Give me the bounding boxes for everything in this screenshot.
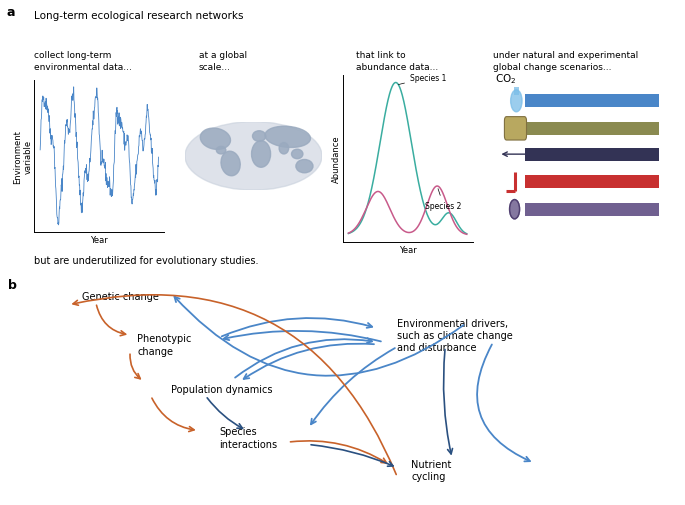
Ellipse shape bbox=[221, 152, 240, 176]
Text: under natural and experimental
global change scenarios...: under natural and experimental global ch… bbox=[493, 51, 638, 72]
Bar bbox=[525, 95, 659, 108]
Y-axis label: Abundance: Abundance bbox=[332, 135, 341, 183]
Bar bbox=[525, 176, 659, 189]
Text: Species
interactions: Species interactions bbox=[219, 426, 277, 449]
Ellipse shape bbox=[251, 141, 271, 168]
Text: at a global
scale...: at a global scale... bbox=[199, 51, 247, 72]
Text: Nutrient
cycling: Nutrient cycling bbox=[411, 459, 451, 481]
Text: Species 1: Species 1 bbox=[399, 74, 447, 85]
Bar bbox=[514, 88, 519, 95]
Text: $\mathregular{CO_2}$: $\mathregular{CO_2}$ bbox=[495, 72, 516, 86]
Text: b: b bbox=[8, 278, 17, 291]
Ellipse shape bbox=[296, 160, 313, 173]
Ellipse shape bbox=[200, 129, 230, 150]
Y-axis label: Environment
variable: Environment variable bbox=[13, 130, 33, 183]
Ellipse shape bbox=[292, 150, 303, 160]
Ellipse shape bbox=[185, 122, 322, 191]
Ellipse shape bbox=[216, 147, 226, 155]
Text: Environmental drivers,
such as climate change
and disturbance: Environmental drivers, such as climate c… bbox=[397, 318, 513, 353]
Bar bbox=[525, 123, 659, 136]
Text: Long-term ecological research networks: Long-term ecological research networks bbox=[34, 11, 244, 21]
Text: Population dynamics: Population dynamics bbox=[171, 384, 273, 394]
Text: Species 2: Species 2 bbox=[425, 189, 462, 211]
X-axis label: Year: Year bbox=[90, 235, 108, 244]
Ellipse shape bbox=[253, 131, 266, 142]
Text: Genetic change: Genetic change bbox=[82, 291, 159, 301]
Ellipse shape bbox=[265, 127, 310, 148]
Text: that link to
abundance data...: that link to abundance data... bbox=[356, 51, 438, 72]
Circle shape bbox=[510, 90, 522, 113]
Bar bbox=[525, 203, 659, 216]
Text: a: a bbox=[7, 6, 15, 19]
Text: but are underutilized for evolutionary studies.: but are underutilized for evolutionary s… bbox=[34, 256, 259, 266]
Text: collect long-term
environmental data...: collect long-term environmental data... bbox=[34, 51, 132, 72]
FancyBboxPatch shape bbox=[504, 117, 527, 141]
Text: Phenotypic
change: Phenotypic change bbox=[137, 333, 191, 356]
X-axis label: Year: Year bbox=[399, 245, 416, 254]
Ellipse shape bbox=[279, 143, 288, 155]
Bar bbox=[525, 148, 659, 162]
Circle shape bbox=[510, 200, 519, 219]
